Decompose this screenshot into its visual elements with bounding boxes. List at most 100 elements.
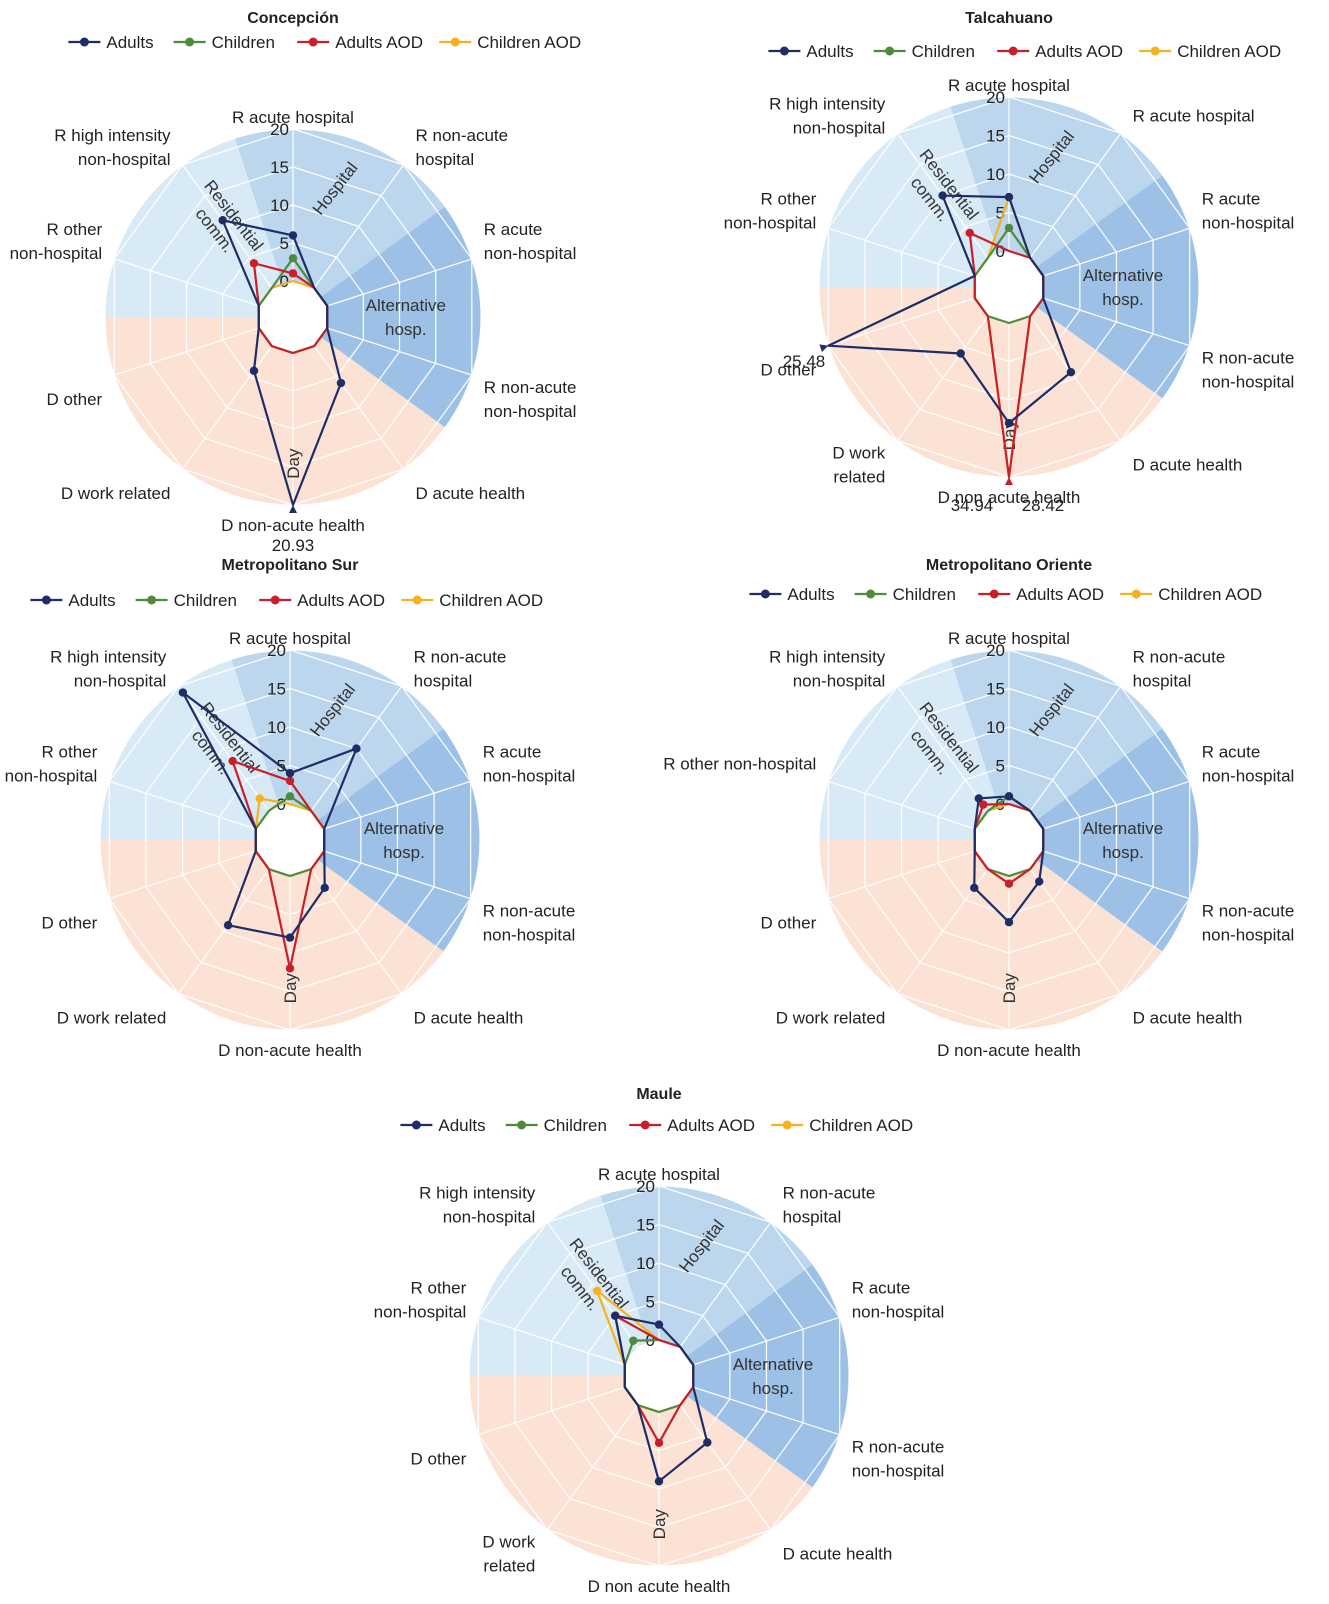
legend-label: Children AOD — [477, 33, 581, 52]
zone-hospital — [234, 129, 446, 317]
r-tick-label: 15 — [270, 158, 289, 177]
axis-label-line: R non-acute — [783, 1183, 876, 1202]
axis-label: R non-acute hospital — [416, 126, 509, 169]
axis-label: R acute non-hospital — [1202, 742, 1295, 785]
axis-label-line: non-hospital — [483, 766, 576, 785]
r-tick-label: 15 — [267, 680, 286, 699]
axis-label-line: D acute health — [414, 1009, 524, 1028]
zone-alternative — [1009, 728, 1199, 952]
spoke — [114, 327, 259, 376]
legend: Adults Children Adults AOD Children AOD — [749, 585, 1262, 604]
legend-item: Adults — [30, 591, 116, 610]
data-point — [703, 1438, 712, 1447]
inner-hole — [975, 805, 1043, 875]
data-point — [223, 920, 233, 930]
axis-label: R high intensity non-hospital — [54, 126, 171, 169]
axis-label-line: non-hospital — [852, 1462, 945, 1481]
spoke — [1029, 685, 1122, 812]
axis-label-line: R other — [42, 742, 98, 761]
axis-label-line: hospital — [1133, 671, 1192, 690]
sector-label-line: hosp. — [383, 843, 425, 862]
data-point — [1004, 918, 1014, 927]
legend-swatch-marker — [779, 46, 789, 56]
sector-label: Alternative hosp. — [733, 1355, 813, 1398]
data-point — [228, 756, 237, 766]
legend-label: Adults AOD — [667, 1116, 755, 1135]
sector-label-line: Day — [1000, 973, 1019, 1004]
axis-label: D other — [46, 390, 102, 409]
axis-label: R high intensity non-hospital — [419, 1183, 536, 1226]
axis-label: R other non-hospital — [663, 754, 816, 773]
axis-label: D work related — [57, 1009, 167, 1028]
spoke — [182, 164, 273, 289]
sector-label-line: Day — [650, 1509, 669, 1540]
overflow-arrow — [289, 505, 297, 513]
spoke — [313, 164, 404, 289]
axis-label-line: D other — [42, 914, 98, 933]
legend-item: Children — [173, 33, 275, 52]
sector-label-line: Alternative — [1083, 819, 1163, 838]
spoke — [177, 868, 270, 995]
r-tick-label: 10 — [267, 718, 286, 737]
sector-label: Day — [1000, 973, 1019, 1004]
axis-label-line: R non-acute — [484, 378, 577, 397]
legend-item: Children — [505, 1116, 607, 1135]
r-tick-label: 20 — [986, 641, 1005, 660]
r-tick-label: 5 — [646, 1293, 655, 1312]
legend-item: Children AOD — [1120, 585, 1262, 604]
legend-swatch-marker — [885, 46, 895, 56]
zone-alternative — [659, 1264, 850, 1488]
legend-label: Children — [212, 33, 275, 52]
spoke — [546, 1221, 639, 1348]
sector-label-line: Day — [284, 448, 303, 479]
axis-label-line: non-hospital — [1202, 213, 1295, 232]
spoke — [327, 327, 472, 376]
axis-label-line: D other — [761, 914, 817, 933]
axis-label: R acute hospital — [598, 1165, 720, 1184]
axis-label-line: R high intensity — [50, 647, 167, 666]
spoke — [679, 1221, 772, 1348]
r-tick-label: 0 — [277, 795, 286, 814]
data-point — [654, 1320, 664, 1329]
sector-label-line: Day — [281, 973, 300, 1004]
axis-label: R non-acute non-hospital — [484, 378, 577, 421]
spoke — [1043, 850, 1190, 900]
sector-label-line: Alternative — [366, 296, 446, 315]
data-point — [654, 1477, 664, 1486]
axis-label: D acute health — [783, 1545, 893, 1564]
spoke — [828, 780, 975, 830]
legend-label: Children AOD — [439, 591, 543, 610]
data-point — [592, 1286, 602, 1296]
legend-item: Adults AOD — [629, 1116, 755, 1135]
legend-label: Adults — [106, 33, 153, 52]
axis-label: R acute non-hospital — [852, 1278, 945, 1321]
legend-item: Adults AOD — [978, 585, 1104, 604]
axis-label: D acute health — [1133, 456, 1243, 475]
data-point — [1004, 792, 1014, 801]
legend-swatch-marker — [866, 589, 876, 599]
legend-item: Adults — [768, 42, 854, 61]
zone-hospital — [950, 96, 1163, 288]
axis-label-line: R high intensity — [54, 126, 171, 145]
data-point — [285, 933, 295, 942]
r-tick-label: 20 — [986, 88, 1005, 107]
legend: Adults Children Adults AOD Children AOD — [768, 42, 1281, 61]
r-tick-label: 20 — [267, 641, 286, 660]
r-tick-label: 5 — [996, 204, 1005, 223]
axis-label-line: non-hospital — [852, 1302, 945, 1321]
legend-swatch-marker — [308, 37, 318, 47]
spoke — [1043, 780, 1190, 830]
axis-label-line: R acute hospital — [1133, 106, 1255, 125]
axis-label-line: R acute hospital — [598, 1165, 720, 1184]
axis-label-line: non-hospital — [1202, 766, 1295, 785]
r-tick-label: 10 — [636, 1254, 655, 1273]
legend-item: Children AOD — [771, 1116, 913, 1135]
axis-label-line: R acute — [483, 742, 542, 761]
axis-label: D work related — [61, 484, 171, 503]
r-tick-label: 10 — [986, 165, 1005, 184]
axis-label-line: non-hospital — [1202, 926, 1295, 945]
inner-hole — [975, 252, 1043, 322]
axis-label-line: R acute — [484, 220, 543, 239]
spoke — [1029, 868, 1122, 995]
